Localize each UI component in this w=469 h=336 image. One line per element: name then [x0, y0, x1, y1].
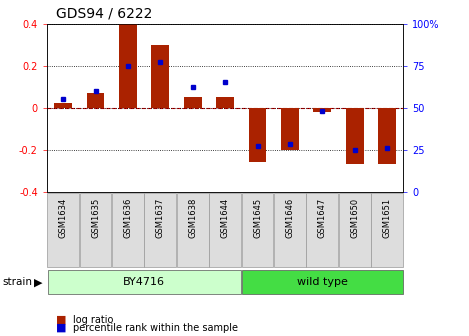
Text: GSM1636: GSM1636	[123, 198, 132, 238]
Bar	[378, 108, 396, 164]
Text: strain: strain	[2, 277, 32, 287]
Bar	[249, 108, 266, 162]
Bar	[242, 193, 273, 267]
Text: ■: ■	[56, 323, 67, 333]
Bar	[209, 193, 241, 267]
Text: GDS94 / 6222: GDS94 / 6222	[56, 6, 152, 20]
Text: BY4716: BY4716	[123, 277, 165, 287]
Bar	[80, 193, 111, 267]
Text: GSM1637: GSM1637	[156, 198, 165, 238]
Bar	[313, 108, 331, 112]
Text: GSM1650: GSM1650	[350, 198, 359, 238]
Text: GSM1638: GSM1638	[188, 198, 197, 238]
Text: wild type: wild type	[297, 277, 348, 287]
Bar	[87, 93, 105, 108]
Bar	[47, 193, 79, 267]
Bar	[184, 97, 202, 108]
Bar	[281, 108, 299, 150]
Bar	[151, 45, 169, 108]
Text: GSM1645: GSM1645	[253, 198, 262, 238]
Text: GSM1647: GSM1647	[318, 198, 327, 238]
Text: ▶: ▶	[34, 277, 42, 287]
Text: GSM1646: GSM1646	[286, 198, 295, 238]
Bar	[177, 193, 209, 267]
Bar	[144, 193, 176, 267]
Text: GSM1644: GSM1644	[220, 198, 230, 238]
Bar	[216, 97, 234, 108]
Bar	[119, 24, 137, 108]
Bar	[112, 193, 144, 267]
Bar	[48, 270, 241, 294]
Bar	[242, 270, 402, 294]
Text: GSM1634: GSM1634	[59, 198, 68, 238]
Bar	[346, 108, 363, 164]
Bar	[339, 193, 371, 267]
Text: percentile rank within the sample: percentile rank within the sample	[73, 323, 238, 333]
Bar	[306, 193, 338, 267]
Bar	[371, 193, 403, 267]
Text: GSM1651: GSM1651	[383, 198, 392, 238]
Text: log ratio: log ratio	[73, 315, 113, 325]
Bar	[54, 103, 72, 108]
Text: GSM1635: GSM1635	[91, 198, 100, 238]
Bar	[274, 193, 306, 267]
Text: ■: ■	[56, 315, 67, 325]
